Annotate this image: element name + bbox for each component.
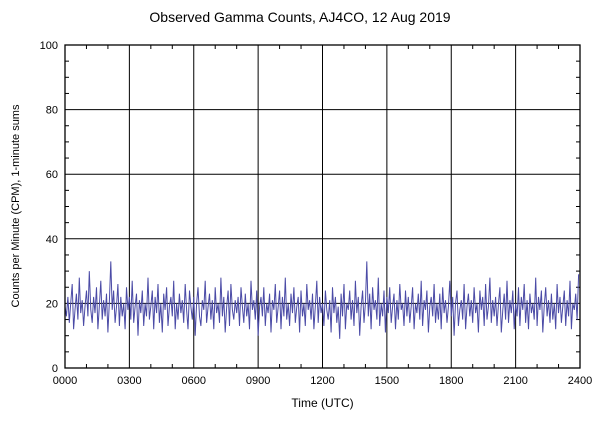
y-tick-label: 80 (46, 105, 58, 117)
y-tick-label: 60 (46, 169, 58, 181)
x-tick-label: 1500 (375, 375, 399, 387)
x-tick-label: 0000 (53, 375, 77, 387)
y-tick-label: 100 (40, 40, 58, 52)
x-tick-label: 1200 (310, 375, 334, 387)
y-tick-label: 0 (52, 363, 58, 375)
x-tick-label: 1800 (439, 375, 463, 387)
x-tick-label: 0600 (182, 375, 206, 387)
x-tick-label: 0900 (246, 375, 270, 387)
y-tick-label: 40 (46, 234, 58, 246)
x-tick-label: 2100 (503, 375, 527, 387)
chart-title: Observed Gamma Counts, AJ4CO, 12 Aug 201… (149, 9, 451, 25)
y-tick-label: 20 (46, 298, 58, 310)
x-tick-label: 0300 (117, 375, 141, 387)
x-axis-label: Time (UTC) (291, 396, 354, 410)
x-tick-label: 2400 (568, 375, 592, 387)
